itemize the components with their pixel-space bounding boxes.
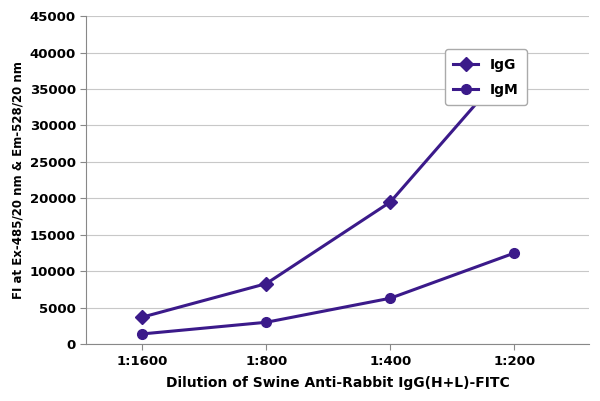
IgM — [263, 320, 270, 325]
X-axis label: Dilution of Swine Anti-Rabbit IgG(H+L)-FITC: Dilution of Swine Anti-Rabbit IgG(H+L)-F… — [166, 376, 509, 390]
IgM — [139, 332, 146, 336]
IgG — [387, 200, 394, 205]
IgM — [511, 251, 518, 255]
Line: IgG: IgG — [137, 55, 519, 322]
Line: IgM: IgM — [137, 248, 519, 339]
IgG — [263, 281, 270, 286]
Legend: IgG, IgM: IgG, IgM — [445, 49, 527, 105]
Y-axis label: FI at Ex-485/20 nm & Em-528/20 nm: FI at Ex-485/20 nm & Em-528/20 nm — [11, 61, 24, 299]
IgM — [387, 296, 394, 301]
IgG — [139, 315, 146, 320]
IgG — [511, 57, 518, 62]
